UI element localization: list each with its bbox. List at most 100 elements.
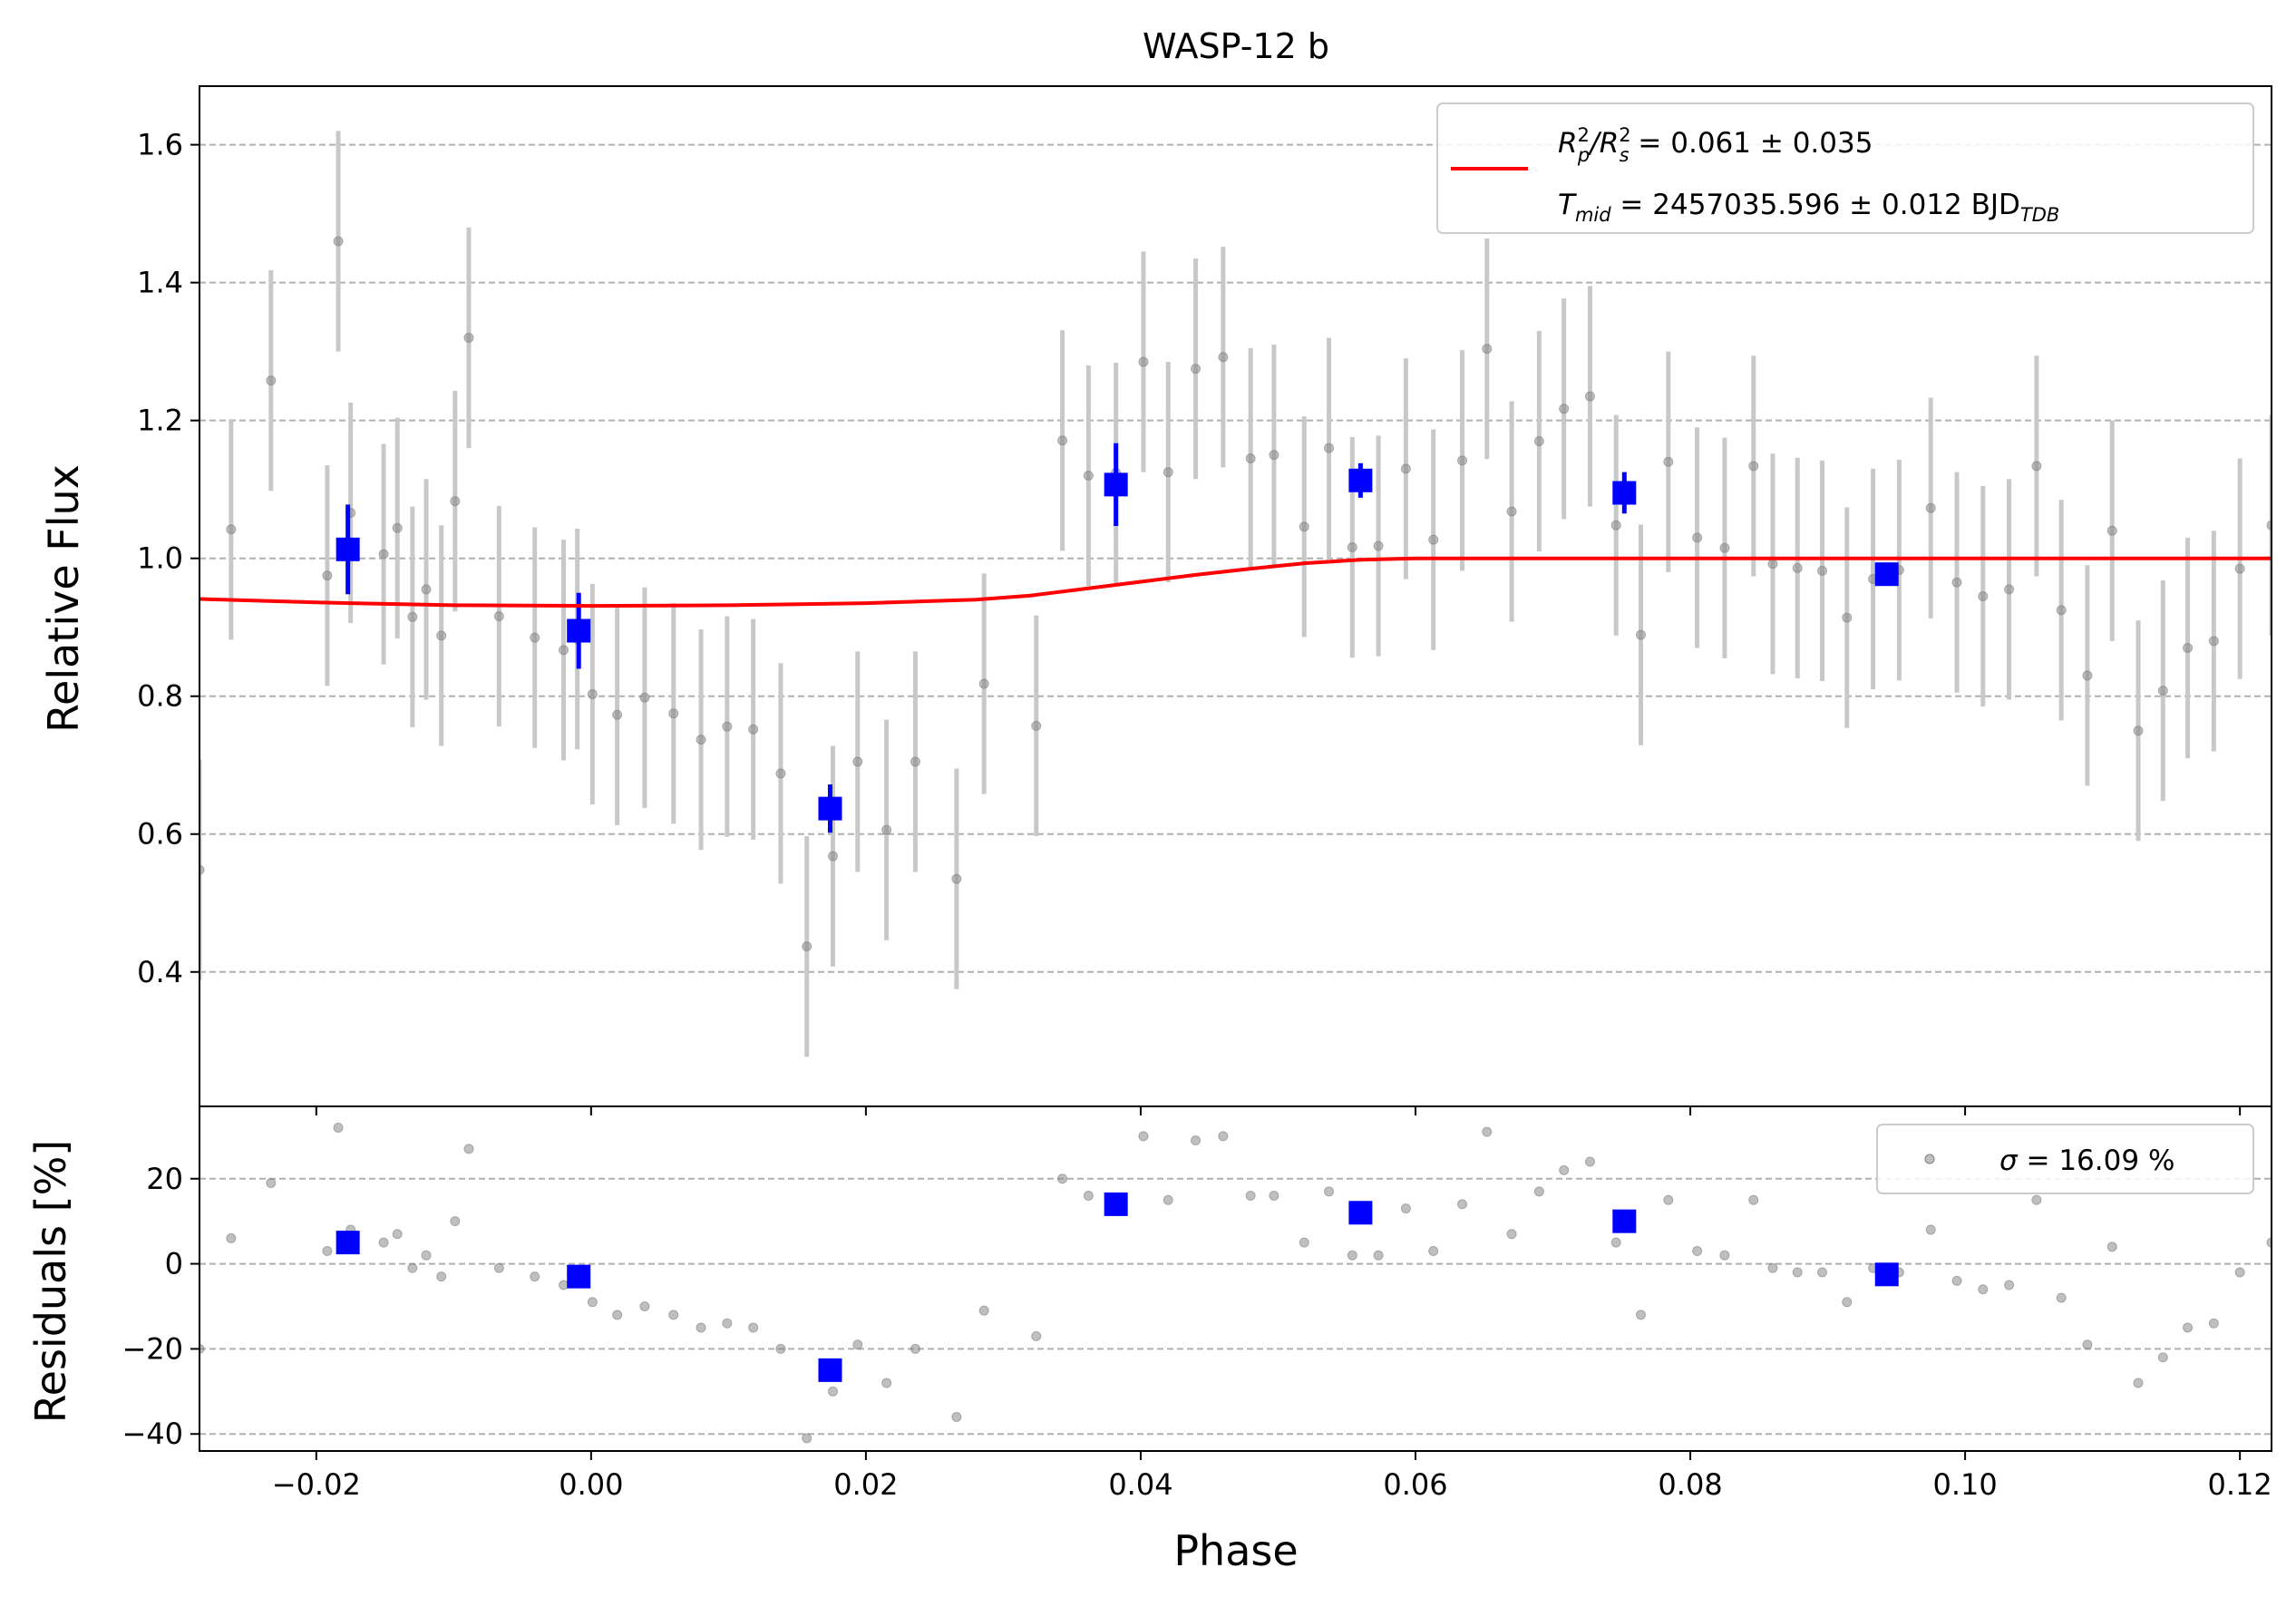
main-panel: 0.4 0.6 0.8 1.0 1.2 1.4 1.6 [137,85,2272,1115]
main-data-point [1978,591,1989,601]
main-data-point [1163,467,1173,478]
main-legend: R2 p/R2 s = 0.061 ± 0.035 Tmid = 2457035.5… [1436,102,2254,234]
resid-data-point [1506,1229,1517,1240]
resid-data-point [2208,1318,2219,1329]
main-data-point [2031,461,2042,472]
resid-data-point [881,1378,892,1388]
resid-data-point [1324,1186,1335,1197]
main-data-point [1663,456,1674,467]
resid-data-point [530,1271,540,1282]
main-ytick-label: 0.4 [137,955,183,989]
main-binned-point [818,796,842,821]
main-data-point [1218,352,1229,363]
resid-data-point [1692,1246,1703,1257]
resid-data-point [1533,1186,1544,1197]
main-data-point [1817,565,1828,576]
resid-data-point [748,1322,759,1333]
resid-data-point [199,1343,205,1354]
main-data-point [1324,443,1335,453]
main-data-point [978,678,989,689]
main-plot-area [199,131,2272,1057]
legend-rp-rs-entry: R2 p/R2 s = 0.061 ± 0.035 [1558,124,1873,166]
main-ytick-label: 1.6 [137,128,183,162]
resid-data-point [1057,1173,1068,1184]
resid-binned-point [1104,1192,1128,1216]
resid-data-point [493,1262,504,1273]
resid-data-point [1083,1191,1094,1202]
main-data-point [1610,520,1621,531]
resid-legend: σ = 16.09 % [1876,1124,2254,1194]
resid-binned-point [818,1358,842,1382]
resid-data-point [2183,1322,2194,1333]
resid-data-point [951,1411,962,1422]
main-data-point [2004,584,2015,595]
main-data-point [322,570,333,581]
resid-data-point [802,1433,812,1444]
main-data-point [748,724,759,735]
legend-sigma-entry: σ = 16.09 % [1999,1144,2174,1177]
resid-data-point [407,1262,418,1273]
resid-data-point [910,1343,920,1354]
xtick-label: 0.06 [1383,1467,1447,1502]
main-binned-point [1612,481,1637,505]
resid-data-point [2031,1194,2042,1205]
xtick-label: 0.12 [2208,1467,2272,1502]
resid-data-point [1373,1250,1384,1261]
resid-data-point [1584,1156,1595,1167]
main-data-point [1792,562,1803,573]
resid-data-point [2004,1280,2015,1290]
main-data-point [436,630,447,641]
resid-data-point [226,1232,237,1243]
main-ytick-label: 1.2 [137,404,183,438]
main-data-point [1400,463,1411,474]
xtick-label: 0.00 [559,1467,623,1502]
resid-data-point [1163,1194,1173,1205]
main-data-point [2133,725,2144,736]
main-data-point [1083,470,1094,481]
resid-data-point [1218,1131,1229,1142]
resid-data-point [559,1280,569,1290]
resid-data-point [1269,1191,1279,1202]
resid-data-point [1191,1135,1202,1146]
main-data-point [1347,542,1357,553]
main-data-point [1692,532,1703,543]
resid-data-point [421,1250,432,1261]
resid-data-point [1031,1330,1042,1341]
resid-data-point [1767,1262,1778,1273]
resid-axes-frame [199,1105,2272,1452]
resid-data-point [1719,1250,1730,1261]
xtick-label: 0.02 [833,1467,898,1502]
main-data-point [1748,461,1759,472]
main-data-point [1842,612,1853,623]
main-binned-point [1104,472,1128,497]
main-data-point [378,549,389,560]
resid-data-point [775,1343,786,1354]
resid-data-point [978,1305,989,1316]
xtick-label: 0.10 [1932,1467,1997,1502]
main-legend-box [1436,102,2254,234]
resid-binned-point [567,1264,591,1289]
main-data-point [2266,520,2272,531]
resid-data-point [1748,1194,1759,1205]
legend-residual-marker [1924,1154,1935,1164]
resid-ytick-label: −40 [122,1417,183,1451]
resid-ylabel: Residuals [%] [26,1140,75,1423]
main-data-point [450,496,461,507]
resid-plot-area [199,1122,2272,1444]
main-data-point [1482,344,1493,355]
main-data-point [696,735,706,745]
main-data-point [1719,542,1730,553]
main-data-point [392,522,403,533]
resid-data-point [450,1216,461,1227]
main-data-point [1951,577,1962,588]
resid-data-point [1559,1164,1570,1175]
main-data-point [199,864,205,875]
main-data-point [828,851,839,862]
resid-data-point [1635,1310,1646,1320]
resid-data-point [612,1310,623,1320]
chart-title: WASP-12 b [1143,26,1329,66]
main-data-point [1925,502,1936,513]
resid-data-point [1663,1194,1674,1205]
main-binned-point [1348,468,1373,492]
resid-data-point [852,1339,863,1350]
